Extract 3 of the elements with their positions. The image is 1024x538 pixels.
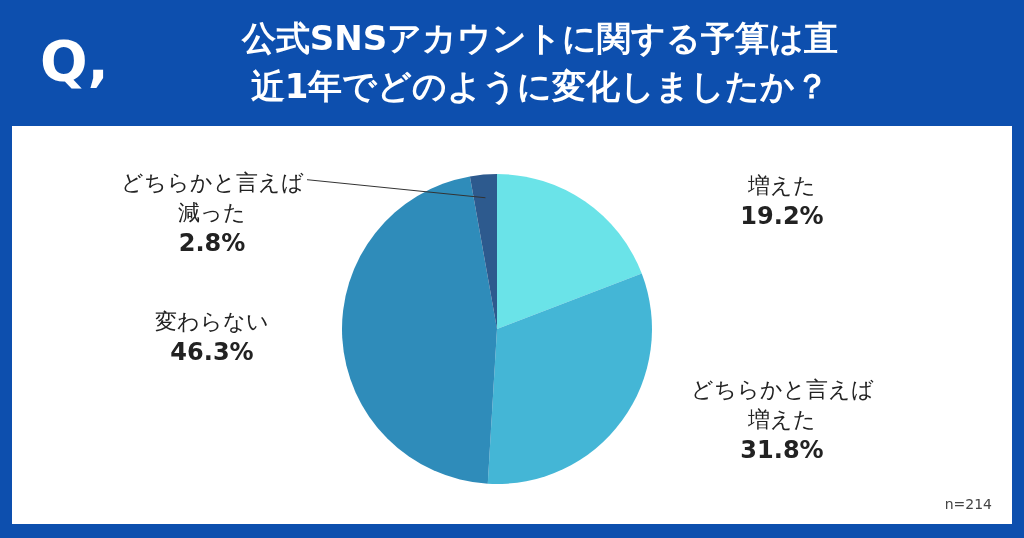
text: Q, [40,28,109,93]
chart-title: 公式SNSアカウントに関する予算は直近1年でどのように変化しましたか？ [240,17,840,108]
text: n=214 [944,496,992,512]
